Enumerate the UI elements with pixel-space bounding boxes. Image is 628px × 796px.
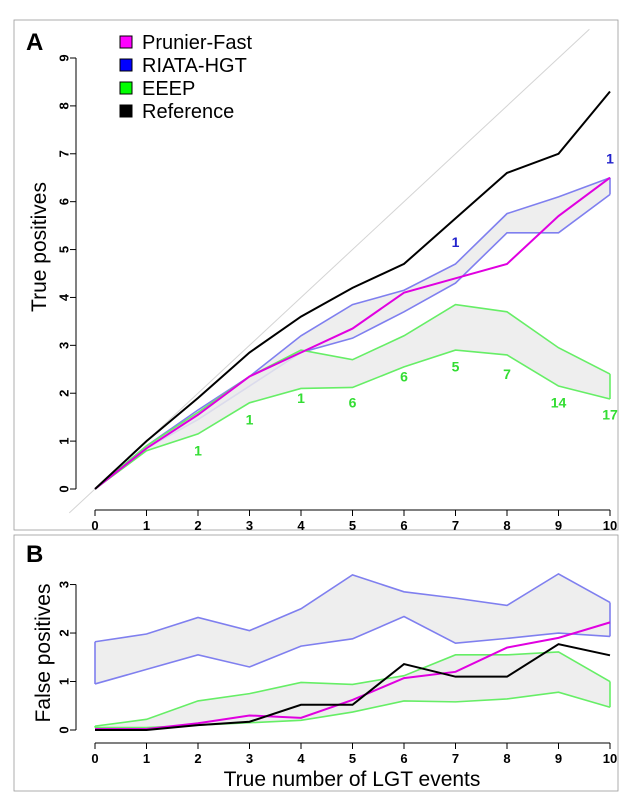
panel-a-ylabel: True positives <box>28 182 51 312</box>
panel-b-x-tick-label-7: 7 <box>452 751 459 766</box>
panel-b-band-lower-riata-hgt <box>94 615 611 685</box>
panel-a-line-prunier-fast <box>94 176 611 490</box>
panel-a-x-tick-label-5: 5 <box>349 518 356 533</box>
panel-a-x-tick-label-8: 8 <box>503 518 510 533</box>
panel-a-y-tick-label-7: 7 <box>57 150 72 157</box>
panel-a-annotation-9: 1 <box>452 234 460 250</box>
panel-a-frame <box>13 19 619 531</box>
panel-a-y-tick-label-9: 9 <box>57 54 72 61</box>
panel-b-x-tick-label-1: 1 <box>143 751 150 766</box>
panel-b-band-upper-riata-hgt <box>94 572 611 643</box>
panel-b-x-tick-label-9: 9 <box>555 751 562 766</box>
panel-b-letter: B <box>26 541 43 568</box>
panel-a-y-tick-label-2: 2 <box>57 390 72 397</box>
panel-a-x-tick-label-10: 10 <box>603 518 617 533</box>
panel-a-y-tick-label-4: 4 <box>57 293 72 301</box>
legend-swatch-eeep <box>119 81 133 95</box>
panel-a-band-lower-eeep <box>94 349 611 490</box>
panel-a-line-reference <box>94 90 611 490</box>
panel-a-annotation-5: 5 <box>452 359 460 375</box>
legend-label-riata-hgt: RIATA-HGT <box>142 55 247 77</box>
panel-a-annotation-0: 1 <box>194 442 202 458</box>
panel-a-x-tick-label-0: 0 <box>91 518 98 533</box>
panel-a-annotation-6: 7 <box>503 366 511 382</box>
panel-a-annotation-3: 6 <box>349 395 357 411</box>
panel-b: B False positives 0 1 2 3 4 5 6 7 8 9 10 0 1 2 3 True … <box>13 534 619 792</box>
panel-b-xlabel: True number of LGT events <box>224 768 481 791</box>
panel-b-band-riata-hgt <box>95 573 610 684</box>
panel-a-annotation-10: 1 <box>606 150 614 166</box>
panel-a-plot: 1 1 1 6 6 5 7 14 17 1 1 <box>68 28 618 514</box>
panel-a-y-tick-label-1: 1 <box>57 437 72 444</box>
panel-b-line-reference <box>95 643 611 731</box>
panel-b-ylabel: False positives <box>32 584 55 723</box>
panel-a-y-tick-label-8: 8 <box>57 102 72 109</box>
panel-b-x-tick-label-3: 3 <box>246 751 253 766</box>
legend-label-prunier-fast: Prunier-Fast <box>142 32 252 54</box>
panel-b-x-tick-label-2: 2 <box>194 751 201 766</box>
panel-a-x-tick-label-3: 3 <box>246 518 253 533</box>
legend-swatch-riata-hgt <box>119 58 133 72</box>
legend-label-eeep: EEEP <box>142 78 195 100</box>
panel-a-annotation-4: 6 <box>400 368 408 384</box>
panel-b-x-tick-label-10: 10 <box>603 751 617 766</box>
panel-b-x-tick-label-0: 0 <box>91 751 98 766</box>
panel-a-annotation-7: 14 <box>551 395 567 411</box>
panel-b-plot <box>94 572 611 731</box>
legend-swatch-prunier-fast <box>119 35 133 49</box>
panel-a-x-tick-label-6: 6 <box>400 518 407 533</box>
panel-b-line-prunier-fast <box>95 621 611 731</box>
legend-swatch-reference <box>119 104 133 118</box>
panel-a-letter: A <box>26 29 43 56</box>
legend-label-reference: Reference <box>142 101 234 123</box>
panel-b-y-tick-label-0: 0 <box>57 726 72 733</box>
panel-b-band-eeep <box>95 651 610 728</box>
panel-a-annotation-8: 17 <box>602 407 618 423</box>
panel-a-band-eeep <box>95 304 610 489</box>
panel-a-y-tick-label-3: 3 <box>57 342 72 349</box>
panel-a-y-tick-label-0: 0 <box>57 485 72 492</box>
panel-a-x-tick-label-9: 9 <box>555 518 562 533</box>
panel-b-y-tick-label-2: 2 <box>57 629 72 636</box>
panel-a-band-riata-hgt <box>95 177 610 489</box>
panel-a-x-tick-label-1: 1 <box>143 518 150 533</box>
panel-a-band-upper-riata-hgt <box>94 176 611 490</box>
panel-a-annotation-1: 1 <box>246 411 254 427</box>
panel-a-y-tick-label-6: 6 <box>57 198 72 205</box>
panel-a-band-upper-eeep <box>94 303 611 490</box>
panel-a-y-tick-label-5: 5 <box>57 246 72 253</box>
panel-b-band-upper-eeep <box>94 651 611 727</box>
panel-b-y-tick-label-3: 3 <box>57 581 72 588</box>
panel-a-x-tick-label-2: 2 <box>194 518 201 533</box>
panel-b-x-tick-label-8: 8 <box>503 751 510 766</box>
panel-a-x-tick-label-4: 4 <box>297 518 305 533</box>
panel-b-x-tick-label-6: 6 <box>400 751 407 766</box>
panel-b-x-tick-label-4: 4 <box>297 751 305 766</box>
panel-b-axes: 0 1 2 3 4 5 6 7 8 9 10 0 1 2 3 <box>57 581 618 766</box>
panel-b-y-tick-label-1: 1 <box>57 678 72 685</box>
panel-a-x-tick-label-7: 7 <box>452 518 459 533</box>
panel-b-x-tick-label-5: 5 <box>349 751 356 766</box>
panel-b-frame <box>13 534 619 792</box>
panel-a-annotation-2: 1 <box>297 390 305 406</box>
panel-a-axes: 0 1 2 3 4 5 6 7 8 9 10 0 1 2 3 4 5 6 7 8 9 <box>57 54 618 533</box>
